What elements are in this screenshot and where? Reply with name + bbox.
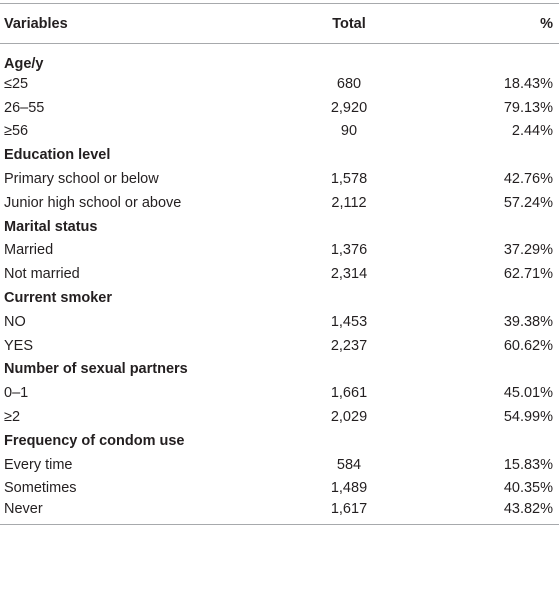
data-row: 0–1 1,661 45.01%	[0, 381, 559, 405]
cell: 40.35%	[503, 480, 553, 497]
row-label: Not married	[4, 266, 80, 283]
cell: 1,376	[330, 242, 368, 259]
row-label: NO	[4, 313, 26, 330]
row-label: ≤25	[4, 75, 29, 92]
cell: 1,578	[330, 171, 368, 188]
data-row: Married 1,376 37.29%	[0, 239, 559, 263]
data-table: Variables Total % Age/y ≤25 680 18.43% 26–55…	[0, 3, 559, 525]
row-label: YES	[4, 337, 34, 354]
cell: 2.44%	[511, 123, 553, 140]
section-row: Age/y	[0, 44, 559, 73]
data-row: Every time 584 15.83%	[0, 453, 559, 477]
cell: 2,237	[330, 337, 368, 354]
cell: 584	[336, 456, 362, 473]
section-label	[424, 358, 559, 382]
header-cell: Variables	[4, 15, 68, 32]
section-label	[424, 143, 559, 167]
data-row: Sometimes 1,489 40.35%	[0, 477, 559, 501]
section-label	[274, 215, 424, 239]
cell: 2,112	[331, 194, 367, 211]
data-row: YES 2,237 60.62%	[0, 334, 559, 358]
section-label: Number of sexual partners	[4, 361, 188, 378]
section-label	[424, 44, 559, 73]
section-label: Current smoker	[4, 290, 112, 307]
section-label	[424, 215, 559, 239]
table-body: Age/y ≤25 680 18.43% 26–55 2,920 79.13% ≥56 90 2.…	[0, 44, 559, 525]
header-cell: %	[540, 15, 553, 32]
cell: 62.71%	[503, 266, 553, 283]
data-row: Junior high school or above 2,112 57.24%	[0, 191, 559, 215]
cell: 1,453	[330, 313, 368, 330]
header-cell: Total	[332, 15, 366, 32]
row-label: Junior high school or above	[4, 194, 182, 211]
row-label: Never	[4, 500, 43, 517]
section-row: Marital status	[0, 215, 559, 239]
table-header: Variables Total %	[0, 3, 559, 44]
data-row: Primary school or below 1,578 42.76%	[0, 167, 559, 191]
cell: 54.99%	[503, 409, 553, 426]
section-label: Marital status	[4, 218, 98, 235]
section-row: Current smoker	[0, 286, 559, 310]
section-label	[274, 286, 424, 310]
cell: 1,661	[330, 385, 368, 402]
section-label	[274, 358, 424, 382]
section-label: Education level	[4, 147, 111, 164]
row-label: 0–1	[4, 385, 29, 402]
cell: 2,920	[330, 99, 368, 116]
row-label: Primary school or below	[4, 171, 159, 188]
cell: 45.01%	[503, 385, 553, 402]
cell: 79.13%	[503, 99, 553, 116]
data-row: Never 1,617 43.82%	[0, 500, 559, 525]
data-row: ≥56 90 2.44%	[0, 120, 559, 144]
cell: 43.82%	[503, 500, 553, 517]
row-label: ≥2	[4, 409, 21, 426]
data-row: ≤25 680 18.43%	[0, 72, 559, 96]
cell: 2,029	[330, 409, 368, 426]
header-row: Variables Total %	[0, 3, 559, 44]
section-row: Frequency of condom use	[0, 429, 559, 453]
section-row: Number of sexual partners	[0, 358, 559, 382]
section-label: Frequency of condom use	[4, 432, 185, 449]
row-label: Married	[4, 242, 54, 259]
cell: 1,489	[330, 480, 368, 497]
cell: 42.76%	[503, 171, 553, 188]
data-row: Not married 2,314 62.71%	[0, 262, 559, 286]
cell: 1,617	[330, 500, 368, 517]
cell: 57.24%	[503, 194, 553, 211]
cell: 18.43%	[503, 75, 553, 92]
section-row: Education level	[0, 143, 559, 167]
section-label	[274, 44, 424, 73]
section-label	[424, 286, 559, 310]
row-label: Every time	[4, 456, 73, 473]
cell: 39.38%	[503, 313, 553, 330]
data-row: ≥2 2,029 54.99%	[0, 405, 559, 429]
row-label: 26–55	[4, 99, 45, 116]
section-label	[274, 429, 424, 453]
data-row: 26–55 2,920 79.13%	[0, 96, 559, 120]
cell: 60.62%	[503, 337, 553, 354]
row-label: Sometimes	[4, 480, 77, 497]
cell: 15.83%	[503, 456, 553, 473]
cell: 37.29%	[503, 242, 553, 259]
cell: 90	[340, 123, 358, 140]
cell: 2,314	[330, 266, 368, 283]
section-label	[424, 429, 559, 453]
section-label	[274, 143, 424, 167]
row-label: ≥56	[4, 123, 29, 140]
section-label: Age/y	[4, 56, 44, 72]
cell: 680	[336, 75, 362, 92]
data-row: NO 1,453 39.38%	[0, 310, 559, 334]
